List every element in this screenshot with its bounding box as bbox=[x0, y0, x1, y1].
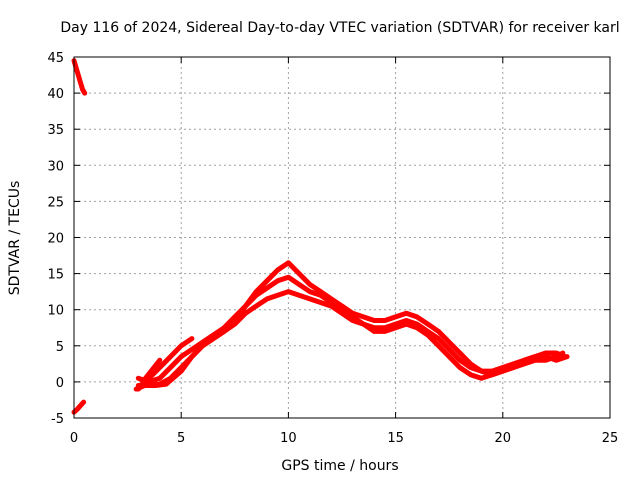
y-tick-label: 5 bbox=[56, 340, 64, 355]
y-tick-label: 25 bbox=[47, 195, 64, 210]
x-tick-label: 5 bbox=[177, 431, 185, 446]
x-axis-label: GPS time / hours bbox=[281, 458, 398, 474]
data-series bbox=[71, 58, 570, 415]
axis-ticks: 0 5 10 15 20 25 -5 0 5 10 15 20 25 30 35 40 45 bbox=[47, 51, 618, 446]
series-line-pass-c bbox=[135, 289, 566, 388]
x-tick-label: 10 bbox=[280, 431, 297, 446]
y-tick-label: 30 bbox=[47, 159, 64, 174]
y-tick-label: 45 bbox=[47, 51, 64, 66]
x-tick-label: 25 bbox=[602, 431, 619, 446]
series-line-pass-early-high bbox=[71, 58, 88, 96]
y-tick-label: 35 bbox=[47, 123, 64, 138]
y-tick-label: 10 bbox=[47, 304, 64, 319]
x-tick-label: 15 bbox=[387, 431, 404, 446]
y-tick-label: -5 bbox=[51, 412, 64, 427]
series-line-pass-e bbox=[140, 357, 163, 385]
grid-lines bbox=[74, 57, 610, 418]
series-line-pass-b bbox=[135, 274, 570, 385]
plot-frame bbox=[73, 56, 611, 419]
y-tick-label: 0 bbox=[56, 376, 64, 391]
y-axis-label: SDTVAR / TECUs bbox=[7, 181, 23, 296]
series-line-pass-early-low bbox=[71, 399, 87, 415]
chart-title: Day 116 of 2024, Sidereal Day-to-day VTE… bbox=[60, 20, 619, 36]
x-tick-label: 0 bbox=[70, 431, 78, 446]
y-tick-label: 40 bbox=[47, 87, 64, 102]
y-tick-label: 15 bbox=[47, 268, 64, 283]
y-tick-label: 20 bbox=[47, 232, 64, 247]
x-tick-label: 20 bbox=[495, 431, 512, 446]
